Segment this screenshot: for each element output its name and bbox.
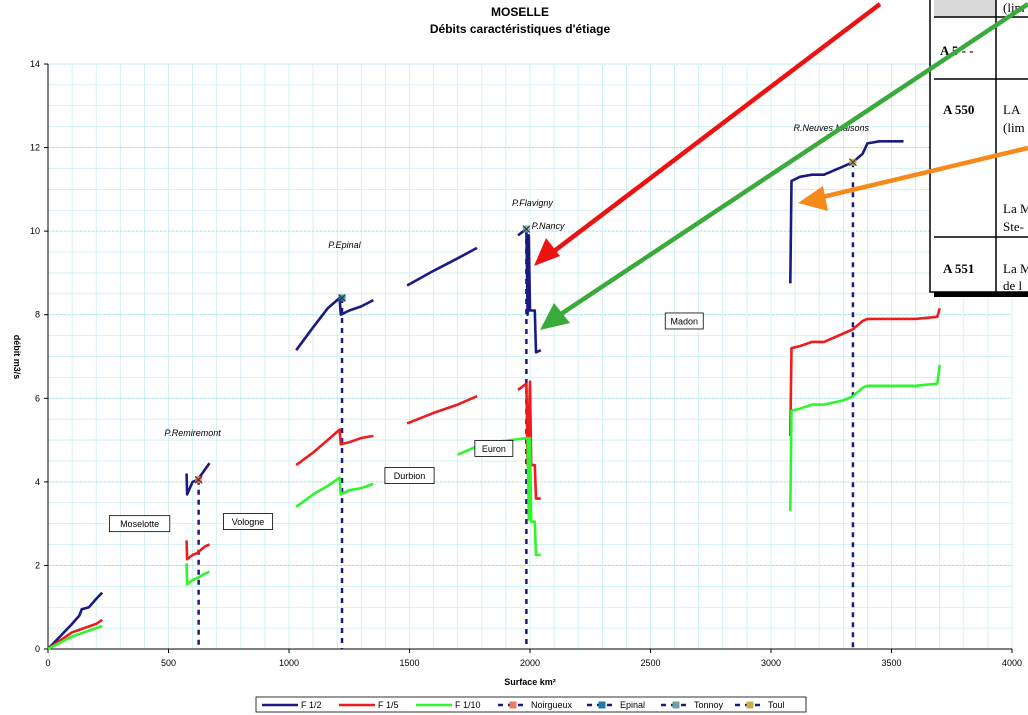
legend: F 1/2 F 1/5 F 1/10 Noirgueux Epinal Tonnoy Tou… [255,696,807,713]
boxed-label-madon: Madon [664,312,704,330]
boxed-label-moselotte: Moselotte [108,515,171,533]
boxed-label-text: Madon [670,316,698,326]
legend-item-tonnoy: Tonnoy [661,700,724,710]
y-tick-label: 4 [35,477,40,487]
x-tick-label: 2500 [640,658,660,668]
series-line-F110 [47,624,103,651]
orange-arrow-shaft [813,145,1028,202]
series-line-F12 [185,462,211,496]
overlay-table: (lim A 5 - - A 550 LA (lim La M Ste- A 5… [929,0,1028,297]
station-marker-noirgueux [194,475,203,484]
table-frame [929,0,1028,293]
annotations: P.Remiremont P.Epinal P.Flavigny P.Nancy R.N… [164,123,869,438]
table-cell-desc: Ste- [1003,219,1024,234]
table-cell-desc: La M [1003,201,1028,216]
legend-label: F 1/5 [378,700,399,710]
grid [47,63,1013,650]
annotation-label: R.Neuves Maisons [793,123,869,133]
boxed-label-vologne: Vologne [223,513,274,530]
annotation-label: P.Remiremont [164,428,221,438]
y-tick-label: 14 [30,59,40,69]
y-tick-label: 8 [35,310,40,320]
table-header-cell [934,0,996,17]
series-line-F15 [789,308,941,436]
boxed-labels: Moselotte Vologne Durbion Euron Madon [108,312,704,533]
x-tick-label: 0 [45,658,50,668]
legend-label: Toul [768,700,785,710]
boxed-label-text: Moselotte [120,519,159,529]
arrows [534,2,1028,330]
y-tick-label: 2 [35,560,40,570]
legend-label: F 1/2 [301,700,322,710]
chart-title: MOSELLE [491,5,549,19]
station-markers [194,158,857,484]
series-line-F12 [295,296,375,351]
table-cell-desc: La M [1003,261,1028,276]
y-tick-label: 6 [35,393,40,403]
legend-item-F15: F 1/5 [339,700,399,710]
x-tick-label: 3500 [881,658,901,668]
station-marker-tonnoy [522,225,531,233]
table-cell-desc: LA [1003,102,1021,117]
chart-subtitle: Débits caractéristiques d'étiage [430,22,611,36]
legend-item-F110: F 1/10 [416,700,481,710]
legend-item-F12: F 1/2 [262,700,322,710]
legend-item-toul: Toul [735,700,785,710]
boxed-label-durbion: Durbion [384,467,435,484]
series-line-F110 [295,476,374,508]
station-dashed-lines [197,162,855,649]
x-tick-label: 1500 [399,658,419,668]
table-cell-code: A 550 [943,102,974,117]
x-tick-label: 2000 [520,658,540,668]
legend-frame [255,696,807,713]
x-tick-label: 3000 [761,658,781,668]
series-line-F15 [47,618,103,651]
series-line-F110 [185,563,211,586]
annotation-label: P.Flavigny [512,198,553,208]
legend-item-epinal: Epinal [587,700,645,710]
boxed-label-text: Durbion [394,471,426,481]
green-arrow-head [540,303,570,330]
red-arrow-head [534,238,560,266]
x-tick-label: 500 [161,658,176,668]
annotation-label: P.Epinal [328,240,361,250]
boxed-label-euron: Euron [474,440,514,457]
boxed-label-text: Euron [482,444,506,454]
boxed-label-text: Vologne [232,517,265,527]
y-tick-label: 0 [35,644,40,654]
station-marker-toul [849,158,857,167]
series-line-F15 [406,395,478,425]
series-line-F12 [517,227,542,354]
station-marker-epinal [338,294,346,302]
x-tick-label: 1000 [279,658,299,668]
x-axis-title: Surface km² [504,677,556,687]
series-lines [47,140,941,651]
series-line-F110 [789,364,941,512]
legend-label: Noirgueux [531,700,573,710]
table-cell-desc: (lim [1003,120,1025,135]
legend-item-noirgueux: Noirgueux [498,700,573,710]
annotation-label: P.Nancy [532,221,565,231]
series-line-F12 [789,140,904,284]
table-cell-desc: de l [1003,278,1023,293]
series-line-F15 [295,428,374,467]
legend-label: Tonnoy [694,700,724,710]
y-tick-label: 10 [30,226,40,236]
series-line-F15 [517,380,541,500]
series-line-F15 [185,540,211,561]
table-cell-code: A 551 [943,261,974,276]
green-arrow-shaft [550,2,1028,322]
orange-arrow-head [798,186,828,211]
legend-label: Epinal [620,700,645,710]
red-arrow-shaft [543,2,882,260]
axes: 0 500 1000 1500 2000 2500 3000 3500 4000 0 2 4 6 8 10 1… [30,59,1022,668]
y-axis-title: débit m3/s [12,335,22,380]
series-line-F12 [47,591,104,650]
legend-label: F 1/10 [455,700,481,710]
x-tick-label: 4000 [1002,658,1022,668]
y-tick-label: 12 [30,143,40,153]
series-line-F12 [406,246,478,287]
